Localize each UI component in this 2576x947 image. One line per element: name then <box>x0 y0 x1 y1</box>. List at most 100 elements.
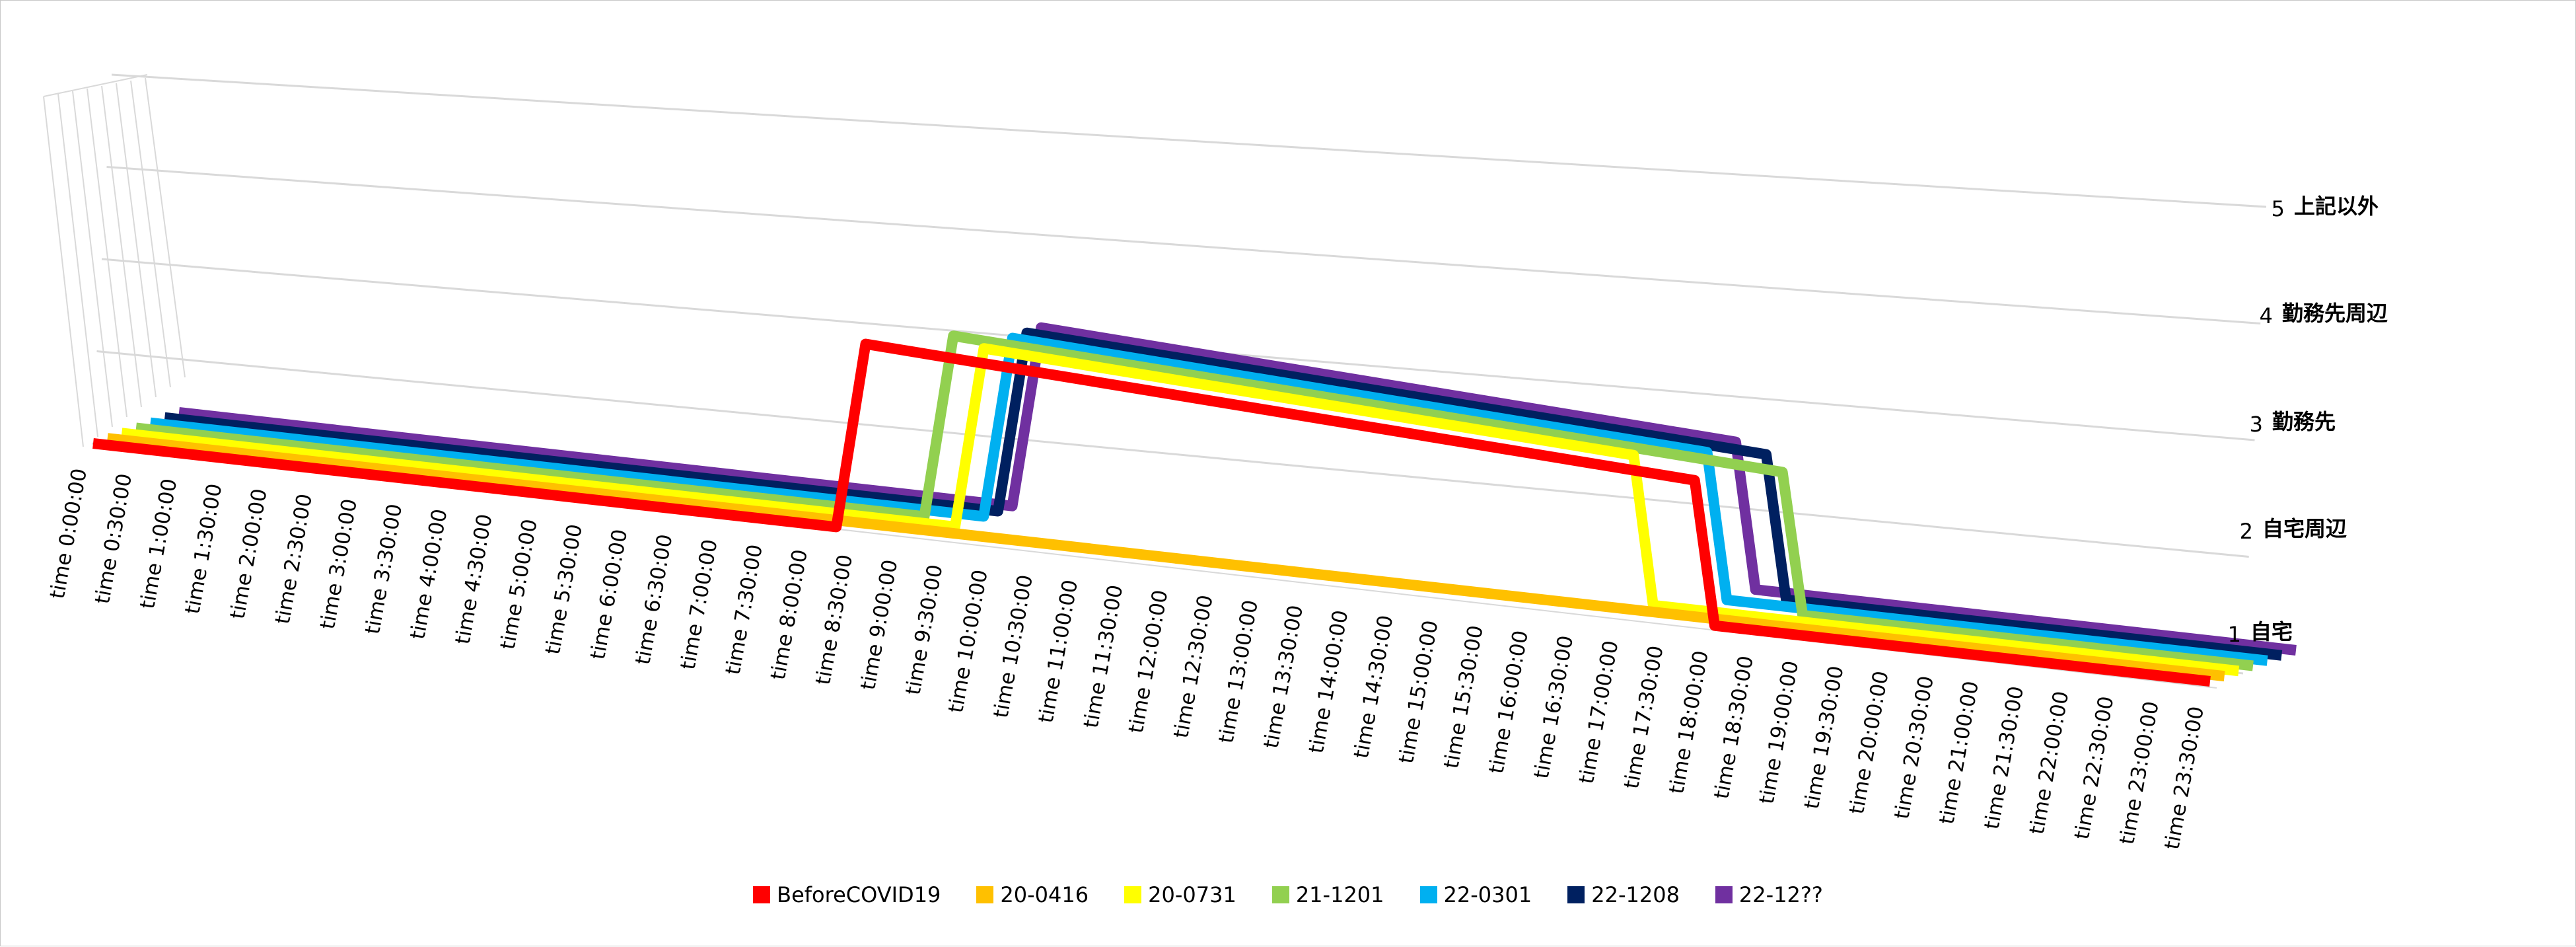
legend-label: 20-0731 <box>1148 882 1236 907</box>
x-tick-label: time 14:00:00 <box>1305 609 1353 755</box>
z-tick-number: 5 <box>2272 196 2285 221</box>
x-tick-label: time 0:00:00 <box>46 467 92 601</box>
x-tick-label: time 4:30:00 <box>450 512 497 646</box>
legend-swatch <box>1419 886 1437 903</box>
x-tick-label: time 4:00:00 <box>406 507 452 641</box>
x-tick-label: time 8:30:00 <box>811 552 857 687</box>
legend-item: 20-0731 <box>1124 882 1236 907</box>
legend-swatch <box>1271 886 1289 903</box>
side-wall-line <box>43 96 84 447</box>
side-wall-line <box>145 77 186 378</box>
z-tick-number: 2 <box>2240 519 2253 544</box>
x-tick-label: time 18:30:00 <box>1709 654 1758 801</box>
legend-item: 22-12?? <box>1715 882 1823 907</box>
x-tick-label: time 14:30:00 <box>1349 613 1398 760</box>
legend-item: BeforeCOVID19 <box>753 882 941 907</box>
series-line-22-12?? <box>178 322 2297 656</box>
x-tick-label: time 3:30:00 <box>361 502 407 636</box>
z-tick-number: 3 <box>2250 412 2263 437</box>
x-tick-label: time 0:30:00 <box>90 472 137 606</box>
x-tick-label: time 12:30:00 <box>1169 593 1218 740</box>
x-tick-label: time 13:00:00 <box>1214 598 1263 745</box>
legend-label: 22-0301 <box>1443 882 1532 907</box>
side-wall-line <box>87 88 127 418</box>
legend-item: 22-1208 <box>1567 882 1680 907</box>
legend-label: 21-1201 <box>1295 882 1384 907</box>
series-line-20-0731 <box>121 343 2240 677</box>
legend-label: 22-1208 <box>1591 882 1680 907</box>
x-tick-label: time 7:30:00 <box>721 543 768 677</box>
x-tick-label: time 1:00:00 <box>135 476 182 611</box>
x-tick-label: time 2:00:00 <box>226 487 272 621</box>
side-wall-line <box>130 80 171 388</box>
x-tick-label: time 12:00:00 <box>1124 588 1173 735</box>
legend-label: BeforeCOVID19 <box>777 882 941 907</box>
z-tick-label: 自宅 <box>2250 619 2293 644</box>
x-tick-label: time 19:00:00 <box>1755 659 1804 806</box>
side-wall-line <box>101 85 142 408</box>
legend-label: 20-0416 <box>1000 882 1089 907</box>
x-tick-label: time 17:30:00 <box>1620 644 1668 790</box>
side-wall-line <box>72 91 113 428</box>
x-tick-label: time 5:00:00 <box>496 517 542 652</box>
z-tick-label: 勤務先 <box>2272 409 2336 434</box>
legend-item: 22-0301 <box>1419 882 1532 907</box>
x-tick-label: time 9:30:00 <box>901 563 947 697</box>
x-tick-label: time 16:30:00 <box>1530 634 1579 780</box>
x-tick-label: time 15:00:00 <box>1394 619 1443 765</box>
z-tick-number: 1 <box>2228 622 2241 647</box>
z-tick-label: 上記以外 <box>2294 194 2379 219</box>
x-tick-label: time 16:00:00 <box>1484 628 1533 775</box>
x-tick-label: time 6:00:00 <box>586 527 632 662</box>
chart-legend: BeforeCOVID19 20-0416 20-0731 21-1201 22-030… <box>0 882 2576 907</box>
side-wall-line <box>57 93 98 437</box>
legend-swatch <box>1715 886 1733 903</box>
x-tick-label: time 7:00:00 <box>676 537 722 671</box>
gridline <box>106 166 2261 324</box>
x-tick-label: time 11:30:00 <box>1079 583 1128 730</box>
gridline <box>96 350 2249 558</box>
x-tick-label: time 21:30:00 <box>1980 685 2029 831</box>
x-tick-label: time 23:00:00 <box>2115 699 2164 846</box>
series-line-22-1208 <box>164 327 2283 661</box>
z-tick-label: 自宅周辺 <box>2262 516 2347 541</box>
legend-label: 22-12?? <box>1738 882 1823 907</box>
z-tick-label: 勤務先周辺 <box>2282 301 2388 326</box>
x-tick-label: time 20:30:00 <box>1890 674 1939 821</box>
legend-swatch <box>1124 886 1142 903</box>
side-wall-line <box>116 83 157 398</box>
legend-swatch <box>976 886 994 903</box>
x-tick-label: time 21:00:00 <box>1935 679 1984 826</box>
legend-swatch <box>1567 886 1585 903</box>
series-line-BeforeCOVID19 <box>92 338 2211 687</box>
x-tick-label: time 9:00:00 <box>856 558 902 692</box>
x-tick-label: time 3:00:00 <box>316 497 362 631</box>
series-line-21-1201 <box>135 330 2254 671</box>
x-tick-label: time 11:00:00 <box>1034 578 1083 725</box>
gridline <box>111 73 2267 208</box>
x-tick-label: time 18:00:00 <box>1664 649 1713 796</box>
x-tick-label: time 17:00:00 <box>1575 639 1624 786</box>
legend-swatch <box>753 886 771 903</box>
x-tick-label: time 13:30:00 <box>1260 603 1308 750</box>
x-tick-label: time 2:30:00 <box>271 492 317 626</box>
legend-item: 21-1201 <box>1271 882 1384 907</box>
x-tick-label: time 19:30:00 <box>1800 664 1849 811</box>
x-tick-label: time 22:30:00 <box>2070 695 2119 841</box>
x-tick-label: time 15:30:00 <box>1439 624 1488 771</box>
x-tick-label: time 5:30:00 <box>541 522 587 656</box>
side-wall-top <box>43 74 148 97</box>
x-tick-label: time 1:30:00 <box>180 482 227 616</box>
x-tick-label: time 10:30:00 <box>989 573 1038 720</box>
x-tick-label: time 6:30:00 <box>631 533 677 667</box>
series-line-20-0416 <box>106 433 2225 682</box>
legend-item: 20-0416 <box>976 882 1089 907</box>
x-tick-label: time 22:00:00 <box>2025 689 2074 836</box>
x-tick-label: time 10:00:00 <box>944 568 993 714</box>
x-tick-label: time 20:00:00 <box>1845 669 1894 816</box>
z-tick-number: 4 <box>2260 303 2273 328</box>
x-tick-label: time 23:30:00 <box>2160 704 2209 851</box>
x-tick-label: time 8:00:00 <box>766 548 812 682</box>
